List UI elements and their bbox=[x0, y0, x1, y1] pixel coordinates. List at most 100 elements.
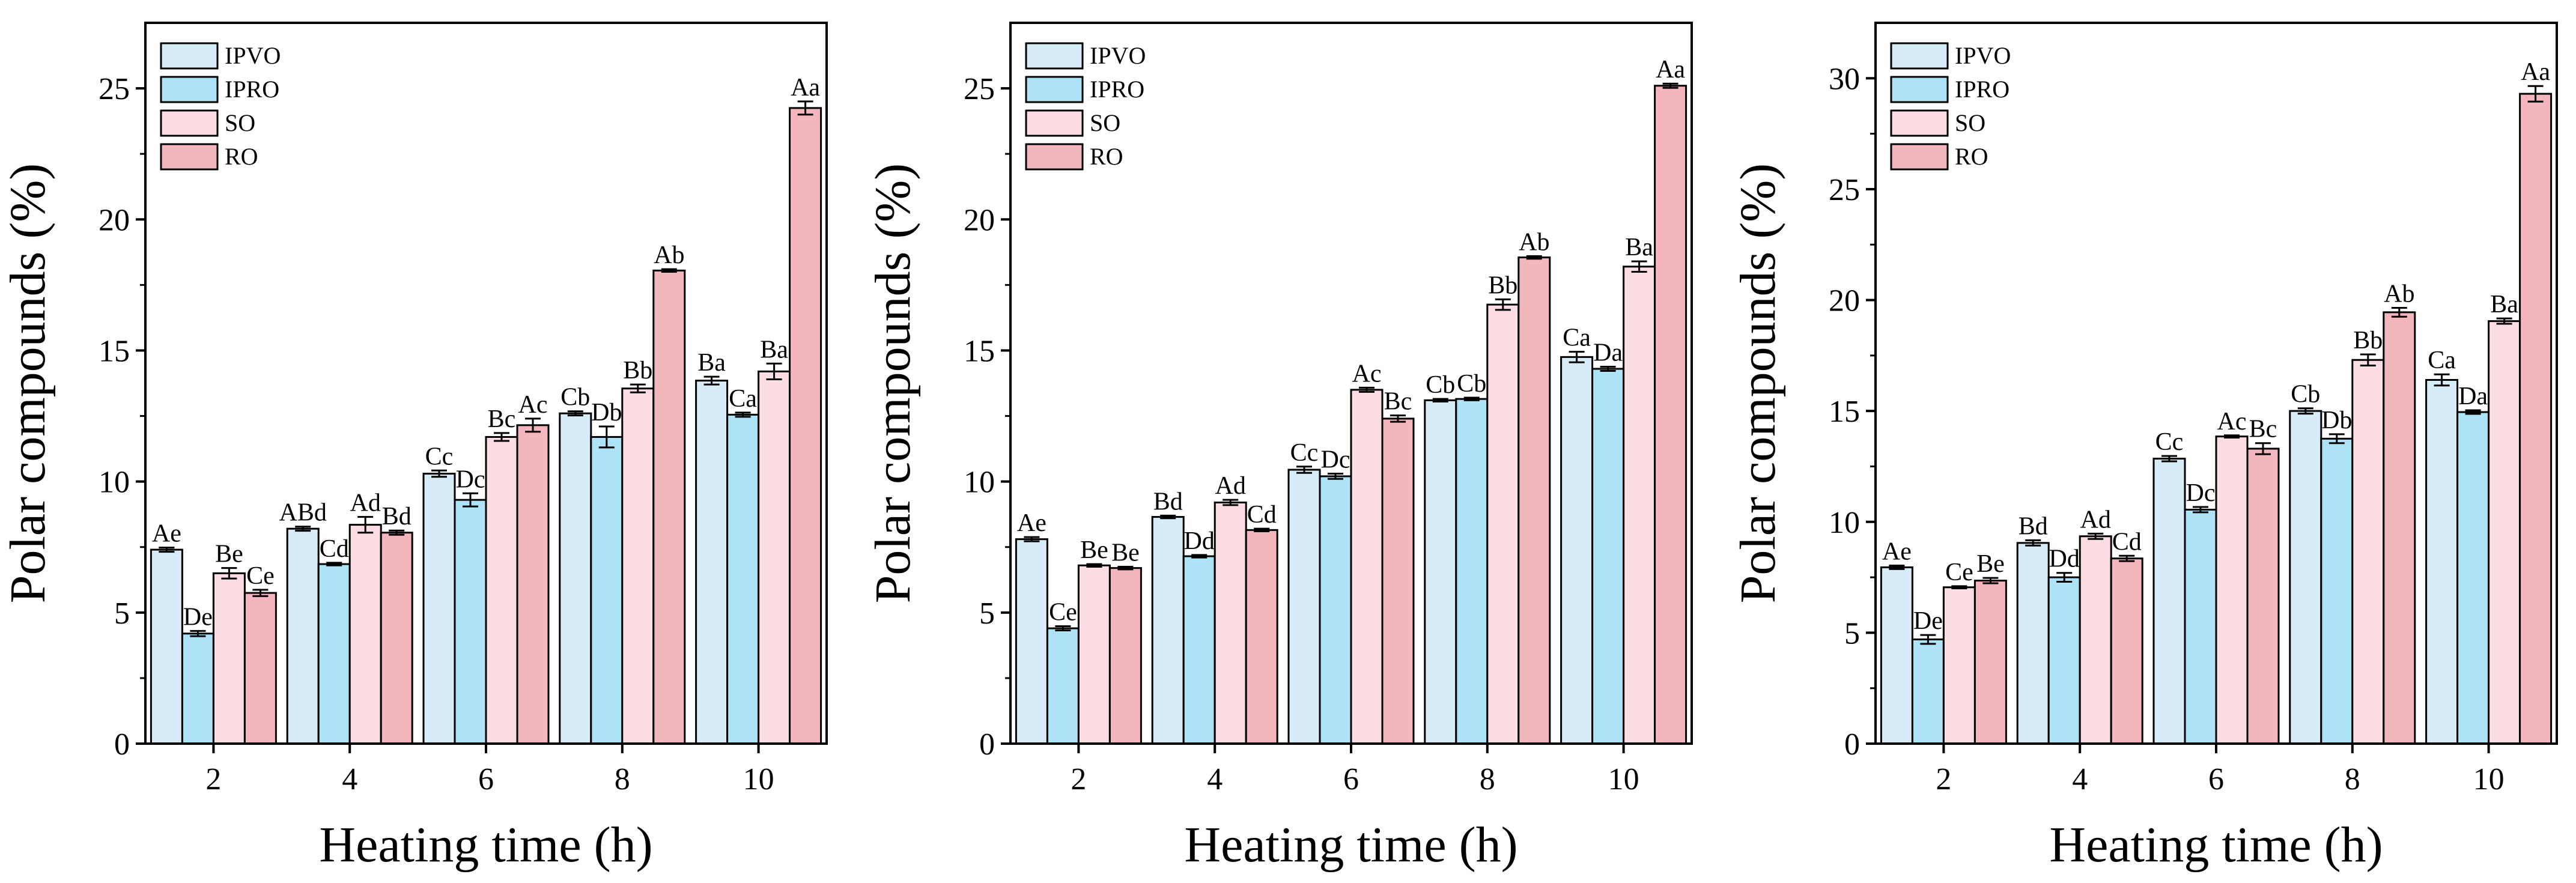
bar-ipvo-10h bbox=[2425, 378, 2459, 745]
bar-so-6h bbox=[485, 435, 518, 745]
data-label: Ba bbox=[1625, 234, 1653, 261]
x-axis-label: Heating time (h) bbox=[319, 817, 652, 873]
bar-ipvo-6h bbox=[2152, 458, 2186, 745]
bar-so-2h bbox=[212, 572, 246, 745]
bar-ro-6h bbox=[2246, 448, 2280, 745]
bar-ro-6h bbox=[1381, 417, 1415, 745]
data-label: Aa bbox=[1656, 56, 1685, 83]
legend-label-so: SO bbox=[1090, 109, 1120, 136]
data-label: Dc bbox=[1321, 446, 1350, 474]
x-tick-label: 10 bbox=[1608, 762, 1639, 797]
bar-so-4h bbox=[2079, 535, 2112, 745]
data-label: Cc bbox=[1290, 439, 1319, 467]
legend-label-ipvo: IPVO bbox=[1955, 42, 2011, 69]
data-label: Dd bbox=[2049, 545, 2080, 573]
chart-panel-3: Ae Bd Cc Cb Ca De Dd Dc Db Da Ce Ad Ac Bb Ba Be Cd Bc Ab Aa… bbox=[1730, 22, 2558, 873]
data-label: Ba bbox=[697, 349, 726, 377]
x-tick-label: 2 bbox=[1936, 762, 1951, 797]
data-label: Ac bbox=[2217, 408, 2247, 435]
y-tick-label: 15 bbox=[964, 334, 995, 368]
bar-ro-4h bbox=[2110, 557, 2143, 745]
bar-ipvo-2h bbox=[150, 548, 183, 745]
x-tick-label: 10 bbox=[743, 762, 774, 797]
x-tick-label: 2 bbox=[205, 762, 221, 797]
y-tick-label: 25 bbox=[1829, 173, 1860, 207]
data-label: Ba bbox=[760, 336, 788, 363]
bar-ipvo-6h bbox=[422, 473, 456, 745]
bar-ipro-8h bbox=[1455, 398, 1489, 745]
x-tick-label: 4 bbox=[1207, 762, 1223, 797]
data-label: Be bbox=[215, 541, 243, 568]
data-label: Ae bbox=[1882, 538, 1912, 566]
data-label: Da bbox=[1593, 339, 1623, 367]
y-tick-label: 5 bbox=[1844, 616, 1860, 651]
legend-label-ro: RO bbox=[1955, 143, 1988, 170]
bar-ipro-10h bbox=[726, 413, 760, 745]
bar-so-8h bbox=[621, 387, 655, 745]
data-label: Dc bbox=[456, 466, 485, 493]
y-tick-label: 25 bbox=[99, 72, 130, 106]
data-label: Aa bbox=[791, 74, 820, 102]
data-label: Ad bbox=[2080, 506, 2111, 533]
y-tick-label: 30 bbox=[1829, 62, 1860, 96]
bar-ro-10h bbox=[1654, 85, 1687, 745]
legend-label-ro: RO bbox=[1090, 143, 1123, 170]
bar-ipro-4h bbox=[317, 563, 351, 745]
legend-swatch-ro bbox=[1025, 143, 1084, 171]
bar-ipro-10h bbox=[1591, 368, 1625, 745]
bar-ipro-6h bbox=[2184, 508, 2217, 745]
x-tick-label: 2 bbox=[1071, 762, 1086, 797]
data-label: Bc bbox=[488, 405, 516, 433]
data-label: Ba bbox=[2490, 291, 2518, 318]
data-label: Cd bbox=[2112, 528, 2142, 556]
chart-panel-2: Ae Bd Cc Cb Ca Ce Dd Dc Cb Da Be Ad Ac Bb Ba Be Cd Bc Ab Aa… bbox=[865, 22, 1693, 873]
legend-swatch-ipro bbox=[160, 76, 219, 103]
y-tick-label: 10 bbox=[1829, 506, 1860, 540]
bar-ipvo-10h bbox=[1560, 356, 1594, 745]
data-label: Db bbox=[591, 399, 622, 426]
y-tick-label: 0 bbox=[1844, 727, 1860, 762]
data-label: Ce bbox=[1049, 599, 1077, 627]
legend-label-ipro: IPRO bbox=[1090, 76, 1144, 103]
x-tick-label: 8 bbox=[1480, 762, 1495, 797]
legend-label-ro: RO bbox=[225, 143, 258, 170]
bar-so-8h bbox=[2351, 359, 2385, 745]
bar-ipvo-6h bbox=[1287, 469, 1321, 745]
y-tick-label: 15 bbox=[99, 334, 130, 368]
data-label: Cb bbox=[1457, 370, 1486, 398]
x-axis-label: Heating time (h) bbox=[1184, 817, 1517, 873]
x-tick-label: 6 bbox=[478, 762, 494, 797]
bar-ipro-8h bbox=[2320, 437, 2354, 745]
data-label: Ce bbox=[246, 562, 275, 590]
bar-ipvo-2h bbox=[1880, 566, 1913, 745]
bar-ro-2h bbox=[1973, 580, 2007, 745]
x-tick-label: 6 bbox=[1343, 762, 1359, 797]
legend-swatch-so bbox=[1025, 109, 1084, 137]
data-label: Be bbox=[1111, 539, 1140, 566]
bar-ipro-4h bbox=[2047, 576, 2081, 745]
data-label: Cb bbox=[2291, 381, 2320, 408]
bar-so-4h bbox=[348, 524, 382, 745]
legend-label-ipro: IPRO bbox=[1955, 76, 2009, 103]
x-tick-label: 4 bbox=[2072, 762, 2088, 797]
bar-ipro-2h bbox=[1911, 638, 1945, 745]
data-label: Ab bbox=[2384, 280, 2414, 308]
data-label: Be bbox=[1976, 550, 2005, 578]
bar-ipro-6h bbox=[1319, 475, 1352, 745]
data-label: Dd bbox=[1184, 527, 1215, 555]
legend-label-so: SO bbox=[225, 109, 255, 136]
bar-ro-10h bbox=[2519, 93, 2553, 745]
data-label: De bbox=[183, 603, 213, 631]
bar-ipro-4h bbox=[1182, 555, 1216, 745]
x-tick-label: 8 bbox=[2345, 762, 2360, 797]
bar-ipro-2h bbox=[181, 633, 214, 745]
legend-swatch-ro bbox=[160, 143, 219, 171]
bar-ipvo-10h bbox=[695, 380, 729, 745]
legend-label-ipvo: IPVO bbox=[1090, 42, 1146, 69]
legend-swatch-ro bbox=[1890, 143, 1949, 171]
data-label: Ac bbox=[1352, 360, 1382, 387]
data-label: De bbox=[1913, 607, 1943, 635]
y-axis-label: Polar compounds (%) bbox=[1730, 163, 1786, 604]
data-label: Db bbox=[2321, 407, 2352, 434]
y-tick-label: 20 bbox=[964, 203, 995, 237]
